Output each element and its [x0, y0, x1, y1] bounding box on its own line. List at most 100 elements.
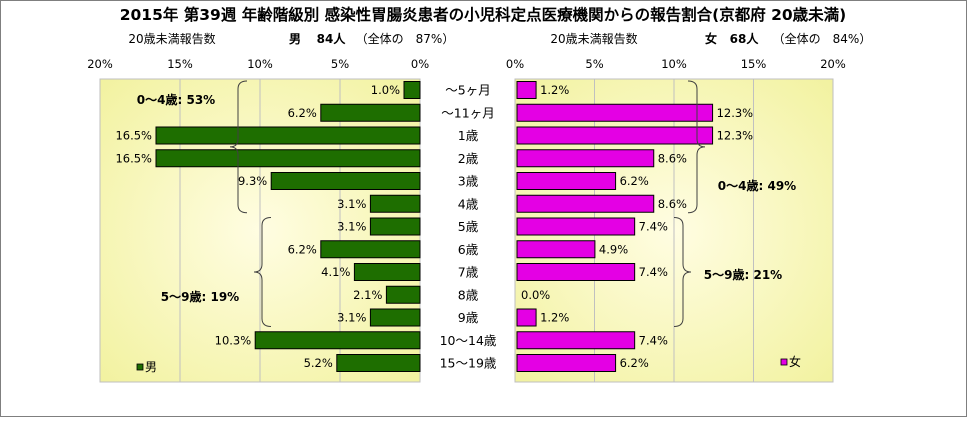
female-bar-data-label: 4.9% — [599, 242, 628, 256]
male-bar — [155, 149, 421, 168]
male-bar-data-label: 10.3% — [215, 333, 252, 347]
male-sex-label: 男 — [289, 32, 301, 46]
category-label: 10～14歳 — [440, 333, 497, 348]
female-bar-data-label: 1.2% — [540, 311, 569, 325]
chart-title: 2015年 第39週 年齢階級別 感染性胃腸炎患者の小児科定点医療機関からの報告… — [120, 5, 847, 24]
male-bar-series: 1.0% 6.2% 16.5% 16.5% 9.3% 3.1% 3.1% 6.2% 4.1%2.… — [115, 81, 421, 372]
female-x-tick-label: 20% — [820, 57, 846, 71]
category-label: 1歳 — [458, 128, 479, 143]
male-bar — [403, 81, 421, 99]
female-bar — [516, 149, 655, 168]
category-label: 7歳 — [458, 265, 479, 280]
female-bar-data-label: 7.4% — [639, 220, 668, 234]
female-bar — [516, 103, 714, 122]
category-label: 4歳 — [458, 196, 479, 211]
legends: 男女 — [136, 354, 801, 374]
female-x-tick-label: 10% — [661, 57, 687, 71]
category-label: 9歳 — [458, 310, 479, 325]
male-bar — [369, 308, 421, 327]
male-x-tick-label: 5% — [331, 57, 349, 71]
male-legend-swatch — [136, 363, 144, 371]
male-share-value: （全体の 87%） — [356, 31, 455, 46]
male-bar-data-label: 4.1% — [321, 265, 350, 279]
male-bar — [353, 263, 421, 281]
male-count-label: 20歳未満報告数 — [128, 31, 215, 46]
female-legend-swatch — [780, 358, 788, 366]
female-bar — [516, 81, 537, 99]
female-bar — [516, 217, 636, 236]
female-bar-data-label: 0.0% — [521, 288, 550, 302]
male-bar — [320, 240, 421, 259]
male-bar-data-label: 16.5% — [115, 151, 152, 165]
male-bar — [155, 126, 421, 145]
male-x-tick-label: 10% — [247, 57, 273, 71]
male-bar — [254, 331, 421, 350]
male-brace-0-4 — [229, 80, 248, 214]
male-x-tick-label: 20% — [87, 57, 113, 71]
female-count-value: 68人 — [730, 31, 760, 46]
female-bar-data-label: 7.4% — [639, 333, 668, 347]
female-share-value: （全体の 84%） — [773, 31, 872, 46]
male-bar — [320, 103, 421, 122]
male-x-tick-label: 15% — [167, 57, 193, 71]
male-bar-data-label: 3.1% — [337, 311, 366, 325]
male-bar-data-label: 3.1% — [337, 220, 366, 234]
female-annotation-5-9: 5～9歳: 21% — [704, 267, 782, 282]
male-annotation-5-9: 5～9歳: 19% — [161, 289, 239, 304]
age-group-annotations: 0～4歳: 53% 5～9歳: 19% 0～4歳: 49% 5～9歳: 21% — [137, 80, 796, 327]
female-bar — [516, 331, 636, 350]
category-label: 3歳 — [458, 174, 479, 189]
female-x-tick-label: 0% — [506, 57, 524, 71]
male-bar-data-label: 9.3% — [238, 174, 267, 188]
male-bar-data-label: 6.2% — [288, 242, 317, 256]
female-sex-label: 女 — [705, 31, 717, 46]
category-label: 5歳 — [458, 219, 479, 234]
female-bar-data-label: 6.2% — [620, 356, 649, 370]
female-brace-5-9 — [673, 217, 692, 327]
male-bar — [270, 172, 421, 190]
male-annotation-0-4: 0～4歳: 53% — [137, 92, 215, 107]
category-label: 8歳 — [458, 287, 479, 302]
female-bar-data-label: 7.4% — [639, 265, 668, 279]
male-brace-5-9 — [253, 217, 272, 327]
female-legend-label: 女 — [789, 354, 801, 369]
male-bar-data-label: 3.1% — [337, 197, 366, 211]
female-count-label: 20歳未満報告数 — [550, 31, 637, 46]
category-label: ～11ヶ月 — [441, 105, 494, 120]
female-bar — [516, 126, 714, 145]
female-bar — [516, 240, 596, 259]
category-labels: ～5ヶ月 ～11ヶ月 1歳 2歳 3歳 4歳 5歳 6歳 7歳 8歳 9歳 10～14歳 15～19歳 — [440, 83, 497, 371]
category-label: 2歳 — [458, 151, 479, 166]
female-bar — [516, 308, 537, 327]
female-bar-data-label: 1.2% — [540, 83, 569, 97]
male-bar — [369, 194, 421, 213]
female-bar-data-label: 8.6% — [658, 197, 687, 211]
male-x-tick-label: 0% — [411, 57, 429, 71]
male-legend-label: 男 — [145, 360, 157, 374]
male-bar-data-label: 16.5% — [115, 129, 152, 143]
male-bar — [336, 354, 421, 372]
female-bar — [516, 194, 655, 213]
category-label: 6歳 — [458, 242, 479, 257]
female-bar — [516, 172, 617, 190]
male-bar-data-label: 1.0% — [371, 83, 400, 97]
female-bar-data-label: 6.2% — [620, 174, 649, 188]
male-bar-data-label: 6.2% — [288, 106, 317, 120]
female-bar-data-label: 12.3% — [717, 106, 754, 120]
category-label: 15～19歳 — [440, 356, 497, 371]
male-bar-data-label: 5.2% — [304, 356, 333, 370]
female-x-tick-label: 15% — [741, 57, 767, 71]
female-axis-ticks: 0% 5% 10% 15% 20% — [506, 57, 846, 71]
female-bar — [516, 354, 617, 372]
male-count-value: 84人 — [317, 31, 347, 46]
female-bar-data-label: 12.3% — [717, 129, 754, 143]
male-bar — [385, 285, 421, 304]
female-bar — [516, 263, 636, 281]
female-brace-0-4 — [687, 80, 706, 214]
male-bar-data-label: 2.1% — [353, 288, 382, 302]
male-bar — [369, 217, 421, 236]
category-label: ～5ヶ月 — [445, 83, 490, 98]
female-bar-data-label: 8.6% — [658, 151, 687, 165]
